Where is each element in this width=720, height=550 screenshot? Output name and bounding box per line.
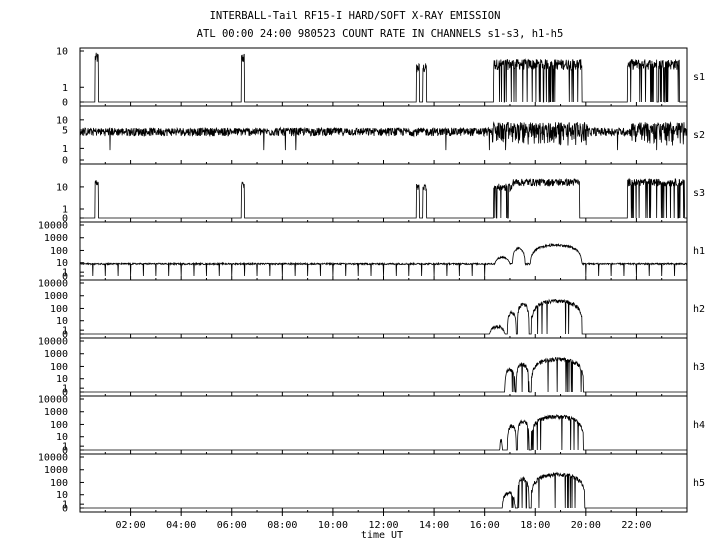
panel-s1: 0 1 10 s1: [56, 47, 705, 109]
series-trace-h1: [79, 242, 688, 277]
chart-subtitle: ATL 00:00 24:00 980523 COUNT RATE IN CHA…: [197, 28, 564, 40]
y-tick-label: 10: [56, 115, 68, 126]
y-tick-label: 5: [62, 125, 68, 136]
y-tick-label: 10: [56, 47, 68, 58]
panel-s3: 01 10 s3: [56, 163, 705, 225]
y-tick-label: 1000: [44, 233, 68, 244]
y-tick-label: 100: [50, 478, 68, 489]
series-label: s2: [693, 130, 705, 141]
x-tick-label: 04:00: [166, 520, 196, 531]
y-tick-label: 10: [56, 490, 68, 501]
panel-frame: [79, 337, 688, 397]
x-tick-label: 06:00: [217, 520, 247, 531]
y-tick-label: 1: [62, 384, 68, 395]
x-tick-label: 16:00: [470, 520, 500, 531]
series-trace-h3: [80, 356, 687, 393]
y-tick-label: 10: [56, 432, 68, 443]
series-trace-s3: [80, 177, 687, 219]
y-tick-label: 1: [62, 500, 68, 511]
panel-frame: [79, 453, 688, 513]
x-tick-label: 10:00: [318, 520, 348, 531]
y-tick-label: 0: [62, 446, 68, 457]
x-tick-label: 08:00: [267, 520, 297, 531]
y-tick-label: 1000: [44, 407, 68, 418]
y-tick-label: 100: [50, 420, 68, 431]
y-tick-label: 10000: [38, 279, 68, 290]
series-trace-h5: [80, 471, 687, 509]
series-label: h1: [693, 246, 705, 257]
y-tick-label: 0: [62, 388, 68, 399]
y-tick-label: 0: [62, 156, 68, 167]
x-tick-label: 14:00: [419, 520, 449, 531]
series-trace-s1: [80, 52, 687, 103]
series-trace-s2: [79, 121, 688, 151]
y-tick-label: 0: [62, 98, 68, 109]
y-tick-label: 10: [56, 182, 68, 193]
x-axis: 02:00 04:00 06:00 08:00 10:00 12:00 14:00 16:00…: [116, 512, 651, 531]
y-tick-label: 100: [50, 246, 68, 257]
y-tick-label: 0: [62, 504, 68, 515]
y-tick-label: 1: [62, 83, 68, 94]
panel-frame: [79, 47, 688, 107]
y-tick-label: 0: [62, 330, 68, 341]
chart-title: INTERBALL-Tail RF15-I HARD/SOFT X-RAY EM…: [210, 10, 501, 22]
x-tick-label: 20:00: [571, 520, 601, 531]
series-trace-h2: [80, 298, 687, 335]
y-tick-label: 0: [62, 214, 68, 225]
y-tick-label: 10000: [38, 221, 68, 232]
y-tick-label: 1000: [44, 465, 68, 476]
series-label: s3: [693, 188, 705, 199]
panel-frame: [79, 279, 688, 339]
y-tick-label: 10: [56, 258, 68, 269]
x-tick-label: 12:00: [368, 520, 398, 531]
y-tick-label: 1: [62, 326, 68, 337]
y-tick-label: 100: [50, 362, 68, 373]
panel-frame: [79, 395, 688, 455]
series-label: h4: [693, 420, 705, 431]
series-label: h5: [693, 478, 705, 489]
y-tick-label: 1: [62, 144, 68, 155]
y-tick-label: 10000: [38, 337, 68, 348]
x-axis-label: time UT: [361, 530, 403, 541]
series-label: h3: [693, 362, 705, 373]
y-tick-label: 10: [56, 316, 68, 327]
x-tick-label: 18:00: [520, 520, 550, 531]
series-label: h2: [693, 304, 705, 315]
y-tick-label: 10: [56, 374, 68, 385]
y-tick-label: 1: [62, 442, 68, 453]
y-tick-label: 0: [62, 272, 68, 283]
series-label: s1: [693, 72, 705, 83]
y-tick-label: 1000: [44, 349, 68, 360]
y-tick-label: 10000: [38, 395, 68, 406]
series-trace-h4: [80, 413, 687, 451]
panel-frame: [79, 163, 688, 223]
y-tick-label: 1: [62, 268, 68, 279]
x-tick-label: 22:00: [621, 520, 651, 531]
y-tick-label: 1: [62, 205, 68, 216]
panels-group: 0110s101510s20110s30110100100010000h1011…: [38, 47, 705, 515]
panel-s2: 01 510 s2: [56, 105, 705, 167]
x-tick-label: 02:00: [116, 520, 146, 531]
y-tick-label: 10000: [38, 453, 68, 464]
y-tick-label: 100: [50, 304, 68, 315]
y-tick-label: 1000: [44, 291, 68, 302]
